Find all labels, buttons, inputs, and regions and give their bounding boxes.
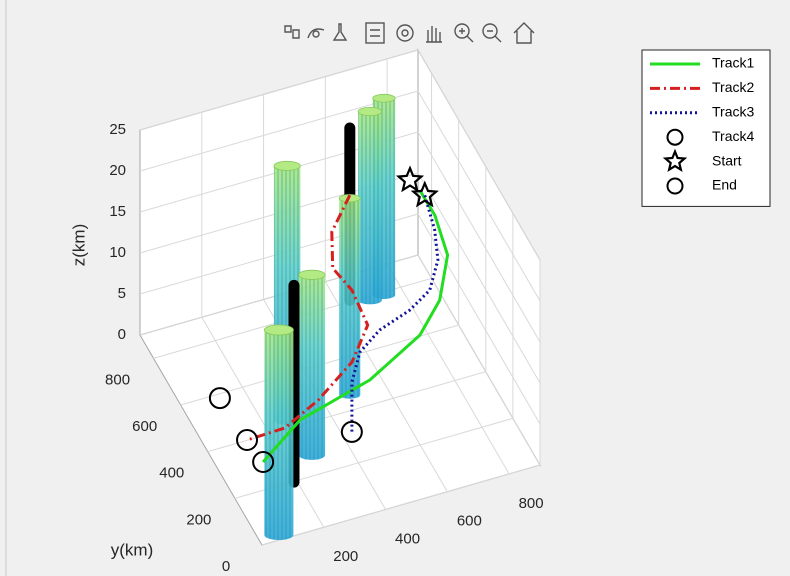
legend-entry: Track3 [650, 104, 754, 120]
cylinder [298, 269, 326, 460]
legend-box [641, 49, 771, 207]
z-tick-label: 20 [109, 162, 126, 179]
circle-marker [236, 429, 259, 452]
z-tick-label: 25 [109, 121, 126, 138]
z-axis-label: z(km) [69, 224, 88, 266]
cylinder [338, 194, 361, 399]
axes: 200 400 600 800 0 200 400 600 800 0 5 10 15 20 25 [105, 48, 544, 575]
x-tick-label: 400 [395, 530, 420, 547]
cylinder [357, 106, 383, 305]
x-tick-label: 200 [333, 548, 358, 565]
z-tick-label: 10 [109, 244, 126, 261]
cylinder [263, 324, 294, 541]
grid-line [386, 263, 510, 475]
home-icon[interactable] [513, 22, 535, 44]
cylinder-top [372, 93, 396, 103]
circle-marker [666, 128, 684, 146]
y-tick-label: 200 [186, 511, 211, 528]
brush-icon[interactable] [283, 23, 301, 41]
x-tick-label: 600 [457, 513, 482, 530]
legend-entry: Start [662, 148, 742, 173]
grid-line [417, 131, 541, 343]
cylinder-top [357, 106, 383, 117]
circle-marker [208, 387, 231, 410]
legend-label: Track3 [712, 104, 754, 120]
grid-line [139, 49, 419, 131]
grid-line [417, 213, 541, 425]
track-line [350, 194, 440, 432]
legend-entry: End [666, 177, 737, 195]
legend-icon[interactable] [365, 22, 385, 44]
x-tick-label: 800 [519, 495, 544, 512]
legend-label: End [712, 177, 737, 193]
zoom-in-icon[interactable] [454, 23, 474, 43]
z-tick-label: 0 [118, 326, 126, 343]
legend-label: Track1 [712, 55, 754, 71]
legend-label: Start [712, 152, 742, 168]
legend-entry: Track2 [650, 79, 754, 95]
circle-marker [666, 177, 684, 195]
grid-line [207, 371, 486, 453]
grid-line [201, 316, 325, 528]
y-axis-label: y(km) [111, 540, 153, 559]
star-marker [662, 148, 688, 173]
legend-label: Track4 [712, 128, 754, 144]
grid-line [417, 254, 541, 466]
cylinder-stripes [339, 198, 361, 399]
y-tick-label: 800 [105, 371, 130, 388]
z-tick-label: 5 [118, 285, 126, 302]
pan-icon[interactable] [426, 26, 442, 43]
track-line [246, 194, 370, 442]
cylinder-stripes [264, 329, 294, 541]
legend-label: Track2 [712, 79, 754, 95]
grid-line [139, 90, 419, 172]
legend: Track1 Track2 Track3 Track4 Start End [641, 49, 771, 207]
legend-entry: Track4 [666, 128, 754, 146]
toolbar [283, 22, 535, 44]
track-line [261, 189, 450, 463]
y-tick-label: 400 [159, 465, 184, 482]
y-tick-label: 600 [132, 418, 157, 435]
data-tip-icon[interactable] [332, 23, 348, 41]
grid-line [417, 172, 541, 384]
cylinder-stripes [358, 111, 382, 305]
zoom-out-icon[interactable] [482, 23, 502, 43]
rotate3d-icon[interactable] [396, 24, 414, 42]
circle-marker [252, 451, 275, 474]
grid-line [261, 464, 541, 546]
star-marker [410, 180, 439, 208]
legend-entry: Track1 [650, 55, 754, 71]
cylinder-top [263, 324, 294, 336]
cylinder-top [273, 160, 301, 171]
grid-line [417, 49, 541, 261]
cylinder-top [298, 269, 326, 280]
rotate-icon[interactable] [307, 28, 325, 39]
star-marker [395, 165, 425, 193]
z-tick-label: 15 [109, 203, 126, 220]
circle-marker [340, 420, 363, 443]
y-tick-label: 0 [222, 558, 230, 575]
cylinder-stripes [298, 274, 326, 460]
grid-line [417, 90, 541, 302]
